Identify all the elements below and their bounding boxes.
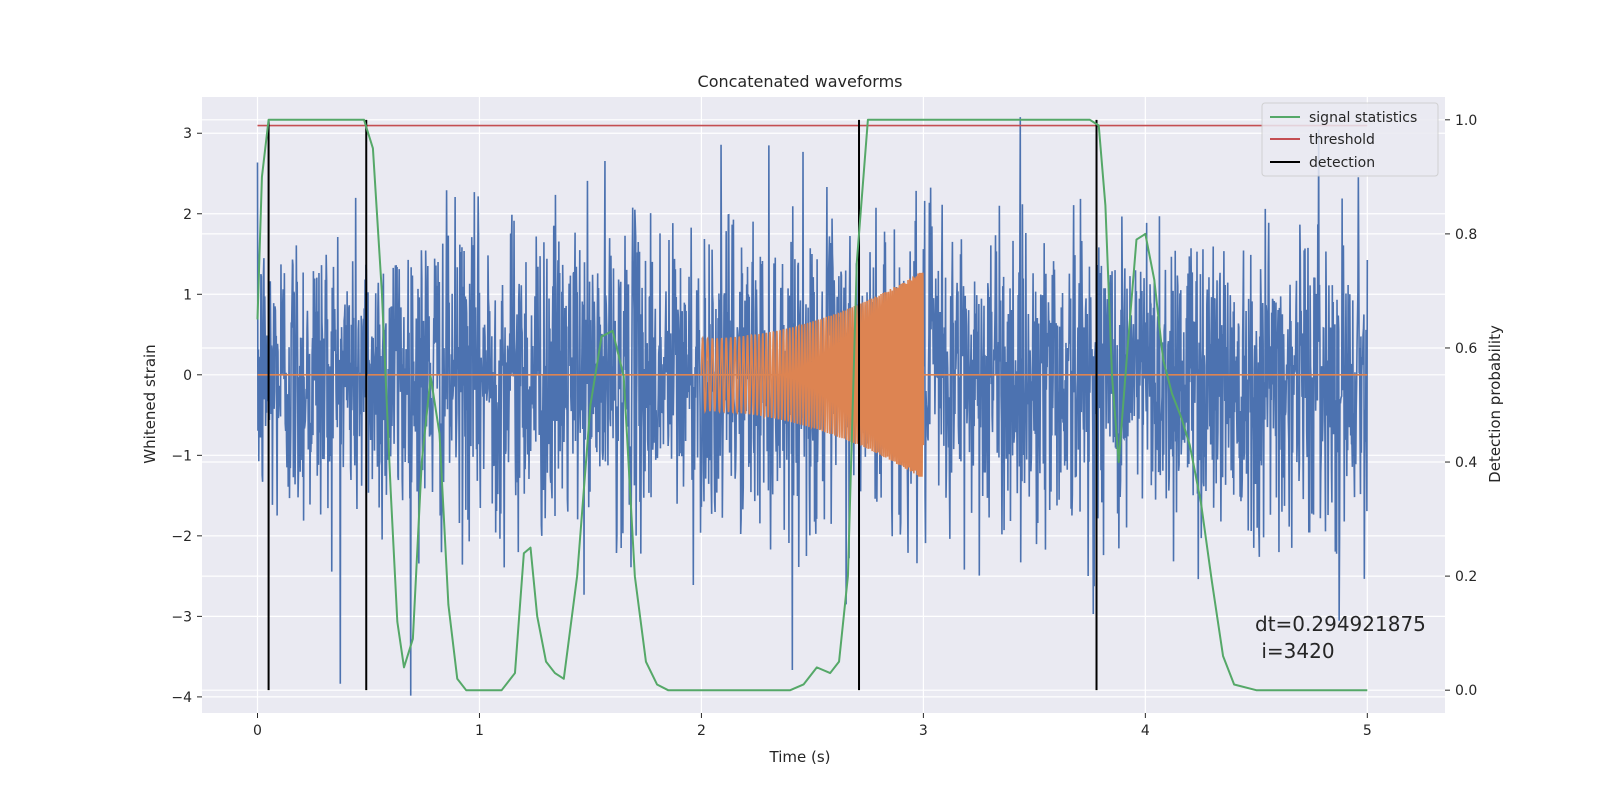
- y2-tick-label: 0.0: [1455, 683, 1477, 699]
- signal-statistics-line: [256, 118, 1368, 692]
- x-tick-label: 4: [1141, 723, 1150, 739]
- y2-tick-label: 0.4: [1455, 455, 1477, 471]
- legend-label-threshold: threshold: [1309, 132, 1375, 148]
- x-tick-label: 2: [697, 723, 706, 739]
- y2-tick-label: 0.6: [1455, 341, 1477, 357]
- y2-tick-label: 1.0: [1455, 113, 1477, 129]
- x-axis-label: Time (s): [769, 748, 831, 766]
- annotation-i: i=3420: [1255, 639, 1335, 663]
- injection-chirp-line: [700, 272, 925, 477]
- y-tick-label: −1: [171, 448, 192, 464]
- x-tick-label: 0: [253, 723, 262, 739]
- y-tick-label: 0: [183, 368, 192, 384]
- y-tick-label: 1: [183, 287, 192, 303]
- y-tick-label: 2: [183, 207, 192, 223]
- y-axis-label: Whitened strain: [141, 344, 159, 463]
- y-tick-label: −3: [171, 609, 192, 625]
- y-tick-label: −2: [171, 529, 192, 545]
- y2-tick-label: 0.2: [1455, 569, 1477, 585]
- legend-label-signal-statistics: signal statistics: [1309, 110, 1417, 126]
- legend-label-detection: detection: [1309, 155, 1375, 171]
- annotation-dt: dt=0.294921875: [1255, 612, 1426, 636]
- chart-title: Concatenated waveforms: [698, 72, 903, 91]
- legend: signal statistics threshold detection: [1261, 102, 1439, 177]
- legend-box: [1261, 102, 1439, 177]
- y2-tick-label: 0.8: [1455, 227, 1477, 243]
- y2-axis-label: Detection probability: [1486, 325, 1504, 483]
- y-tick-label: 3: [183, 126, 192, 142]
- y-tick-label: −4: [171, 690, 192, 706]
- ticks: 0 1 2 3 4 5 −4 −3 −2 −1 0 1 2 3 0.0 0.2 0.4 0.6 0.8 1.0: [171, 113, 1477, 739]
- plot-area: [256, 117, 1369, 696]
- x-tick-label: 3: [919, 723, 928, 739]
- x-tick-label: 5: [1363, 723, 1372, 739]
- x-tick-label: 1: [475, 723, 484, 739]
